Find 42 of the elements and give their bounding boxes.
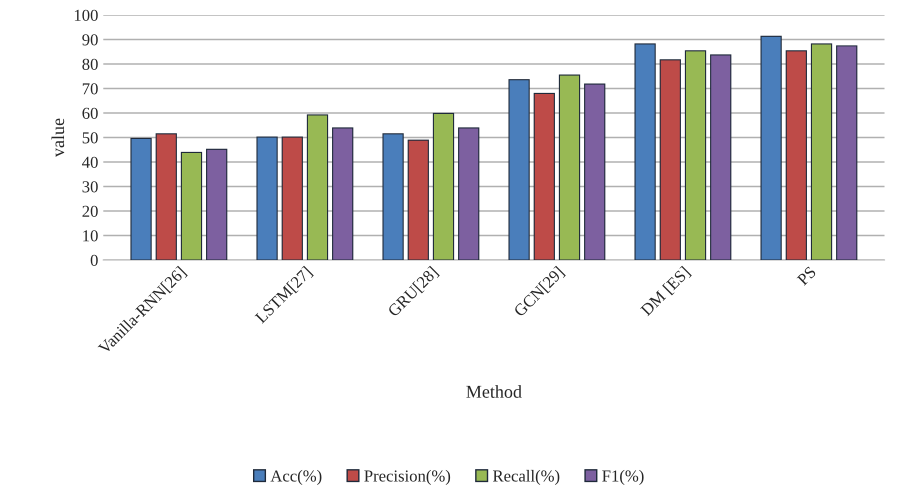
- legend-label: F1(%): [602, 470, 644, 485]
- legend-label: Acc(%): [270, 470, 322, 485]
- legend-label: Precision(%): [364, 470, 450, 485]
- y-tick-label: 20: [82, 206, 98, 217]
- y-tick-label: 90: [82, 34, 98, 46]
- y-axis-title: value: [51, 118, 64, 158]
- bar: [508, 79, 530, 260]
- bar: [684, 50, 706, 260]
- bar: [810, 43, 832, 260]
- bar: [306, 114, 328, 260]
- bar: [534, 92, 555, 260]
- bar: [760, 36, 782, 260]
- y-tick-label: 100: [74, 10, 98, 21]
- bar: [634, 43, 656, 260]
- y-tick-label: 60: [82, 108, 98, 119]
- y-tick-label: 50: [82, 132, 98, 144]
- bar: [558, 74, 580, 260]
- bar: [660, 59, 681, 260]
- bar: [836, 45, 858, 260]
- bar: [156, 133, 177, 260]
- bar: [710, 54, 732, 260]
- x-tick-label: PS: [796, 266, 816, 286]
- y-tick-label: 30: [82, 181, 98, 192]
- y-tick-label: 0: [90, 254, 98, 266]
- bar: [332, 127, 354, 260]
- bar: [584, 84, 606, 260]
- bar: [458, 127, 480, 260]
- y-tick-label: 40: [82, 156, 98, 168]
- bar: [206, 148, 228, 260]
- bar: [130, 138, 152, 260]
- bar: [382, 133, 404, 260]
- bar: [408, 140, 429, 260]
- legend-label: Recall(%): [492, 470, 560, 485]
- x-axis-title: Method: [466, 385, 522, 398]
- y-tick-label: 80: [82, 58, 98, 70]
- y-tick-label: 70: [82, 83, 98, 94]
- bar: [786, 50, 807, 260]
- bar: [180, 152, 202, 260]
- bar: [432, 112, 454, 260]
- bar: [256, 136, 278, 260]
- y-tick-label: 10: [83, 230, 98, 242]
- bar: [282, 136, 303, 260]
